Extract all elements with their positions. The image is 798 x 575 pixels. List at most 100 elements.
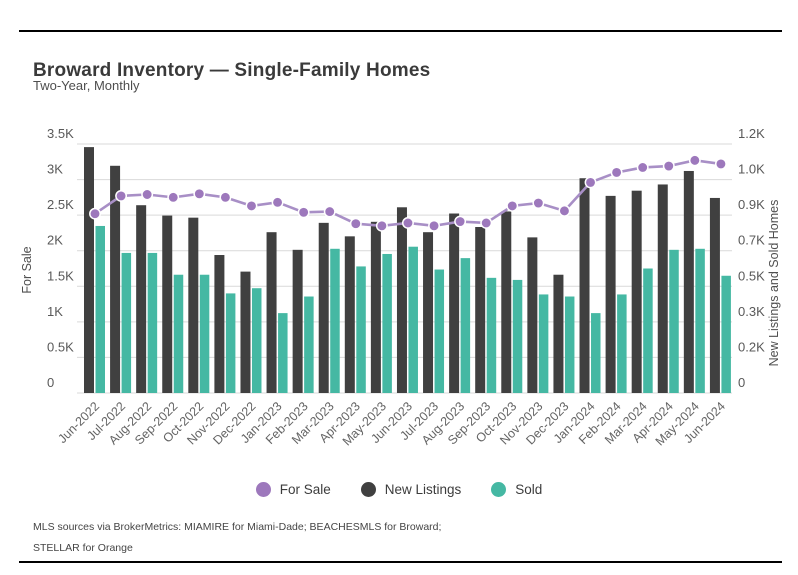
bar-new-listings (553, 274, 564, 393)
right-axis-tick-label: 0.5K (738, 268, 765, 283)
bar-new-listings (396, 207, 407, 393)
right-axis-tick-label: 0.7K (738, 233, 765, 248)
for-sale-point (375, 219, 388, 232)
left-axis-tick-label: 1K (47, 304, 63, 319)
bar-sold (173, 274, 184, 393)
legend-item-new-listings: New Listings (360, 482, 462, 497)
bar-new-listings (266, 232, 277, 393)
bar-new-listings (475, 227, 486, 393)
for-sale-point (349, 217, 362, 230)
bottom-rule (19, 561, 782, 563)
for-sale-point (610, 166, 623, 179)
chart-canvas: 3.5K 1.2K 3K 1.0K 2.5K 0.9K 2K 0.7K 1.5K 0.5K 1K 0.… (47, 126, 765, 448)
bar-new-listings (579, 178, 590, 393)
for-sale-point (532, 197, 545, 209)
sold-legend-dot-icon (491, 482, 507, 497)
legend-label-sold: Sold (515, 482, 543, 497)
chart-subtitle: Two-Year, Monthly (33, 78, 140, 93)
legend-label-new-listings: New Listings (384, 482, 462, 497)
for-sale-point (219, 191, 232, 204)
for-sale-line (94, 159, 722, 228)
bar-new-listings (162, 215, 173, 393)
for-sale-point (714, 157, 727, 170)
left-axis-tick-label: 2K (47, 233, 63, 248)
right-axis-title: New Listings and Sold Homes (767, 199, 781, 367)
bar-new-listings (449, 213, 460, 393)
source-footnote-line2: STELLAR for Orange (33, 542, 133, 554)
bar-sold (695, 248, 705, 393)
for-sale-point (115, 189, 128, 202)
bar-sold (121, 252, 132, 393)
bar-sold (95, 225, 105, 393)
left-axis-tick-label: 1.5K (47, 268, 74, 283)
bar-new-listings (631, 190, 642, 393)
for-sale-point (454, 215, 467, 228)
for-sale-point (271, 196, 284, 209)
bar-new-listings (501, 211, 512, 393)
bar-sold (669, 249, 679, 393)
for-sale-point (89, 207, 101, 220)
for-sale-point (402, 217, 414, 229)
top-rule (19, 30, 782, 32)
for-sale-point (141, 188, 154, 201)
left-axis-tick-label: 3K (47, 162, 63, 177)
for-sale-point (584, 176, 597, 189)
for-sale-point (193, 187, 206, 200)
bar-sold (147, 252, 158, 393)
bar-sold (330, 248, 340, 393)
bar-sold (617, 294, 627, 393)
bar-new-listings (292, 249, 303, 393)
for-sale-point (167, 191, 180, 204)
bar-new-listings (214, 255, 225, 393)
bar-sold (356, 266, 366, 393)
bar-new-listings (709, 197, 720, 393)
bar-new-listings (318, 222, 329, 393)
for-sale-legend-dot-icon (255, 482, 271, 497)
source-footnote-line1: MLS sources via BrokerMetrics: MIAMIRE f… (33, 521, 442, 533)
bar-sold (460, 258, 471, 393)
bar-new-listings (683, 170, 694, 393)
bar-new-listings (240, 271, 251, 393)
legend-label-for-sale: For Sale (279, 482, 331, 497)
bar-sold (304, 296, 314, 393)
right-axis-tick-label: 1.2K (738, 126, 765, 141)
right-axis-tick-label: 0.3K (738, 304, 765, 319)
left-axis-tick-label: 0.5K (47, 339, 74, 354)
for-sale-point (428, 219, 440, 232)
bar-new-listings (605, 195, 616, 393)
bar-new-listings (188, 217, 199, 393)
for-sale-point (480, 217, 493, 229)
bar-sold (486, 277, 497, 393)
right-axis-tick-label: 0.9K (738, 197, 765, 212)
for-sale-point (297, 206, 310, 219)
for-sale-point (245, 199, 258, 212)
for-sale-point (506, 199, 519, 212)
for-sale-point (688, 154, 701, 167)
bar-sold (721, 275, 731, 393)
right-axis-tick-label: 0.2K (738, 339, 765, 354)
legend-item-for-sale: For Sale (255, 482, 331, 497)
bar-sold (278, 313, 288, 393)
for-sale-point (636, 161, 649, 174)
bar-sold (512, 279, 523, 393)
for-sale-point (323, 205, 336, 218)
for-sale-point (558, 204, 571, 217)
left-axis-tick-label: 3.5K (47, 126, 74, 141)
left-axis-title: For Sale (20, 246, 34, 294)
right-axis-tick-label: 0 (738, 375, 745, 390)
bar-sold (382, 253, 392, 393)
bar-sold (538, 294, 549, 393)
for-sale-point (662, 160, 675, 173)
bar-sold (643, 268, 653, 393)
bar-new-listings (657, 184, 668, 393)
bar-new-listings (136, 205, 147, 393)
bar-new-listings (527, 237, 538, 393)
right-axis-tick-label: 1.0K (738, 162, 765, 177)
bar-sold (199, 274, 210, 393)
bar-new-listings (344, 236, 355, 393)
bar-new-listings (110, 165, 121, 393)
bar-sold (408, 246, 418, 393)
chart-legend: For Sale New Listings Sold (0, 482, 798, 497)
bar-new-listings (370, 221, 381, 393)
bar-sold (251, 288, 262, 393)
